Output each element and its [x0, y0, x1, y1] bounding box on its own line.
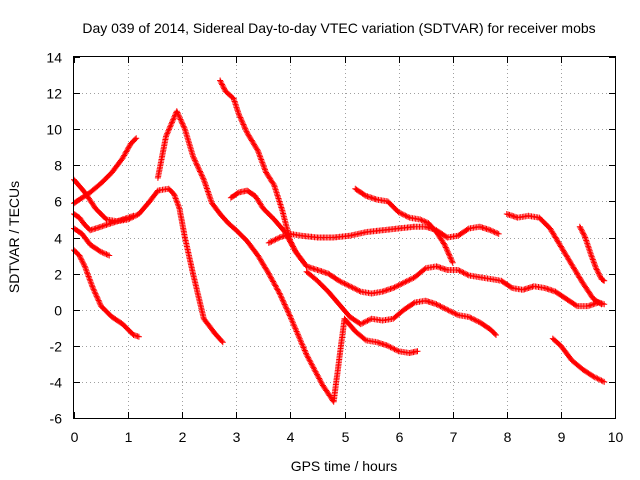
y-tick-label: -4 — [50, 375, 63, 391]
series-markers — [576, 223, 608, 284]
y-tick-label: 0 — [54, 303, 62, 319]
x-tick-label: 7 — [450, 429, 458, 445]
series-markers — [503, 211, 605, 308]
y-tick-label: 14 — [46, 50, 62, 66]
y-tick-label: 12 — [46, 86, 62, 102]
data-layer — [71, 77, 608, 405]
x-tick-label: 3 — [233, 429, 241, 445]
series-arc-11 — [352, 185, 456, 266]
x-tick-label: 9 — [558, 429, 566, 445]
x-tick-label: 8 — [504, 429, 512, 445]
series-markers — [227, 187, 608, 310]
x-tick-label: 1 — [125, 429, 133, 445]
series-markers — [549, 335, 608, 385]
series-markers — [352, 185, 456, 266]
x-axis-label: GPS time / hours — [291, 458, 398, 474]
x-tick-label: 4 — [287, 429, 295, 445]
x-tick-label: 0 — [71, 429, 79, 445]
x-tick-label: 5 — [342, 429, 350, 445]
y-tick-label: 2 — [54, 267, 62, 283]
y-tick-label: 6 — [54, 194, 62, 210]
y-tick-label: 8 — [54, 158, 62, 174]
chart-title: Day 039 of 2014, Sidereal Day-to-day VTE… — [82, 20, 595, 36]
series-arc-08 — [227, 187, 608, 310]
y-tick-label: 4 — [54, 231, 62, 247]
series-markers — [303, 268, 499, 338]
y-axis-label: SDTVAR / TECUs — [6, 181, 22, 293]
series-arc-14 — [549, 335, 608, 385]
y-tick-label: -6 — [50, 411, 63, 427]
series-arc-06 — [154, 108, 421, 405]
series-arc-10 — [303, 268, 499, 338]
x-tick-label: 2 — [179, 429, 187, 445]
x-tick-label: 6 — [396, 429, 404, 445]
y-tick-label: 10 — [46, 122, 62, 138]
series-arc-09 — [265, 223, 502, 246]
plot-frame — [73, 56, 616, 419]
series-markers — [265, 223, 502, 246]
series-arc-13 — [576, 223, 608, 284]
x-tick-label: 10 — [608, 429, 624, 445]
y-tick-label: -2 — [50, 339, 63, 355]
series-arc-12 — [503, 211, 605, 308]
series-markers — [154, 108, 421, 405]
